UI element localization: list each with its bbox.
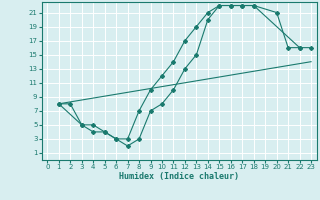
X-axis label: Humidex (Indice chaleur): Humidex (Indice chaleur): [119, 172, 239, 181]
